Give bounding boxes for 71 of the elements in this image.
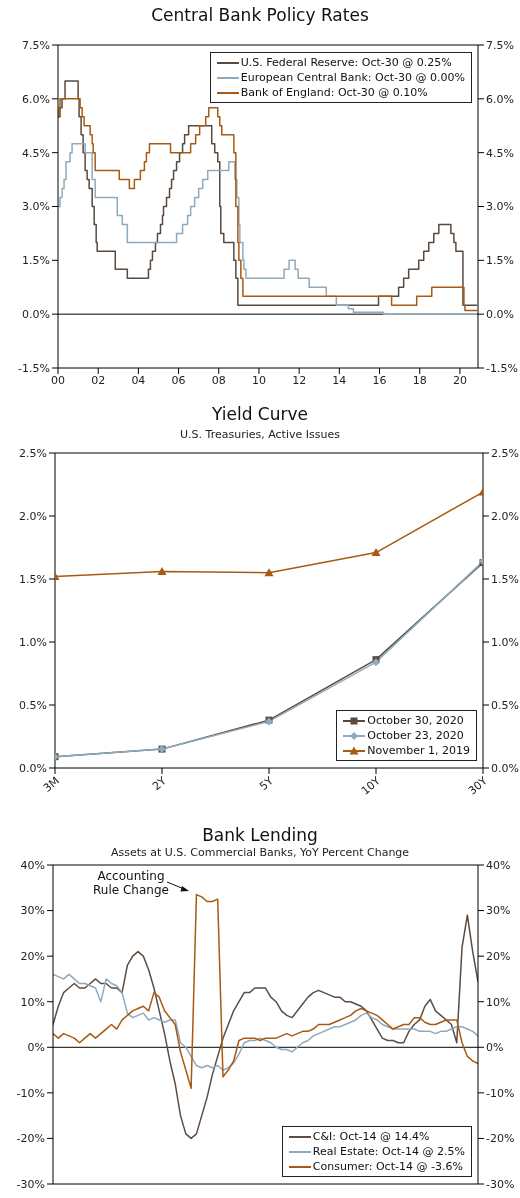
x-tick-label: 00	[51, 373, 65, 387]
y-tick-label: 0.0%	[22, 308, 50, 322]
y-tick-label: 1.5%	[22, 254, 50, 268]
y-tick-label: -20%	[16, 1132, 45, 1146]
legend-label: C&I: Oct-14 @ 14.4%	[312, 1129, 430, 1144]
legend-label: Bank of England: Oct-30 @ 0.10%	[240, 85, 428, 100]
y-tick-label: 7.5%	[22, 38, 50, 52]
y-tick-label: 6.0%	[22, 92, 50, 106]
y-tick-label: 2.0%	[19, 509, 47, 523]
legend-label: Consumer: Oct-14 @ -3.6%	[312, 1159, 463, 1174]
x-tick-label: 5Y	[257, 774, 277, 794]
y-tick-label: -30%	[16, 1177, 45, 1191]
y2-tick-label: 1.0%	[491, 635, 519, 649]
y-tick-label: 10%	[20, 995, 45, 1009]
legend-label: European Central Bank: Oct-30 @ 0.00%	[240, 70, 465, 85]
y-tick-label: 4.5%	[22, 146, 50, 160]
y-tick-label: 20%	[20, 950, 45, 964]
y-tick-label: 3.0%	[22, 200, 50, 214]
y2-tick-label: -20%	[486, 1132, 515, 1146]
y2-tick-label: 10%	[486, 995, 511, 1009]
y-tick-label: 30%	[20, 904, 45, 918]
y2-tick-label: 0.5%	[491, 698, 519, 712]
y-tick-label: 0.0%	[19, 761, 47, 775]
x-tick-label: 20	[452, 373, 467, 387]
x-tick-label: 06	[171, 373, 186, 387]
x-tick-label: 16	[372, 373, 387, 387]
y2-tick-label: 2.5%	[491, 446, 519, 460]
y-tick-label: 1.5%	[19, 572, 47, 586]
y2-tick-label: -30%	[486, 1177, 515, 1191]
y2-tick-label: 0.0%	[486, 308, 514, 322]
y2-tick-label: 6.0%	[486, 92, 514, 106]
x-tick-label: 18	[412, 373, 427, 387]
x-tick-label: 3M	[40, 774, 62, 795]
y-tick-label: -1.5%	[18, 361, 50, 375]
y-tick-label: 2.5%	[19, 446, 47, 460]
y2-tick-label: 1.5%	[486, 254, 514, 268]
y2-tick-label: 4.5%	[486, 146, 514, 160]
x-tick-label: 2Y	[150, 774, 170, 794]
y2-tick-label: 40%	[486, 858, 511, 872]
y2-tick-label: 30%	[486, 904, 511, 918]
x-tick-label: 04	[131, 373, 146, 387]
chart-subtitle: U.S. Treasuries, Active Issues	[179, 428, 341, 442]
x-tick-label: 12	[292, 373, 307, 387]
y2-tick-label: 7.5%	[486, 38, 514, 52]
annotation: Accounting Rule Change	[92, 869, 170, 897]
y2-tick-label: 0.0%	[491, 761, 519, 775]
legend-label: October 30, 2020	[367, 713, 464, 728]
chart-title: Bank Lending	[201, 824, 319, 846]
y-tick-label: 0.5%	[19, 698, 47, 712]
y2-tick-label: 20%	[486, 950, 511, 964]
x-tick-label: 14	[332, 373, 347, 387]
legend-label: Real Estate: Oct-14 @ 2.5%	[312, 1144, 465, 1159]
y2-tick-label: 0%	[486, 1041, 504, 1055]
y2-tick-label: 2.0%	[491, 509, 519, 523]
legend-label: October 23, 2020	[367, 728, 464, 743]
chart-subtitle: Assets at U.S. Commercial Banks, YoY Percent Change	[109, 846, 411, 860]
y-tick-label: 0%	[27, 1041, 45, 1055]
y2-tick-label: -10%	[486, 1086, 515, 1100]
y-tick-label: 1.0%	[19, 635, 47, 649]
y2-tick-label: 3.0%	[486, 200, 514, 214]
y2-tick-label: 1.5%	[491, 572, 519, 586]
y-tick-label: 40%	[20, 858, 45, 872]
chart-title: Central Bank Policy Rates	[150, 4, 370, 27]
x-tick-label: 02	[91, 373, 106, 387]
legend-label: U.S. Federal Reserve: Oct-30 @ 0.25%	[240, 55, 452, 70]
y2-tick-label: -1.5%	[486, 361, 518, 375]
chart-title: Yield Curve	[210, 403, 309, 426]
x-tick-label: 08	[211, 373, 226, 387]
y-tick-label: -10%	[16, 1086, 45, 1100]
x-tick-label: 10	[251, 373, 266, 387]
legend-label: November 1, 2019	[367, 743, 470, 758]
